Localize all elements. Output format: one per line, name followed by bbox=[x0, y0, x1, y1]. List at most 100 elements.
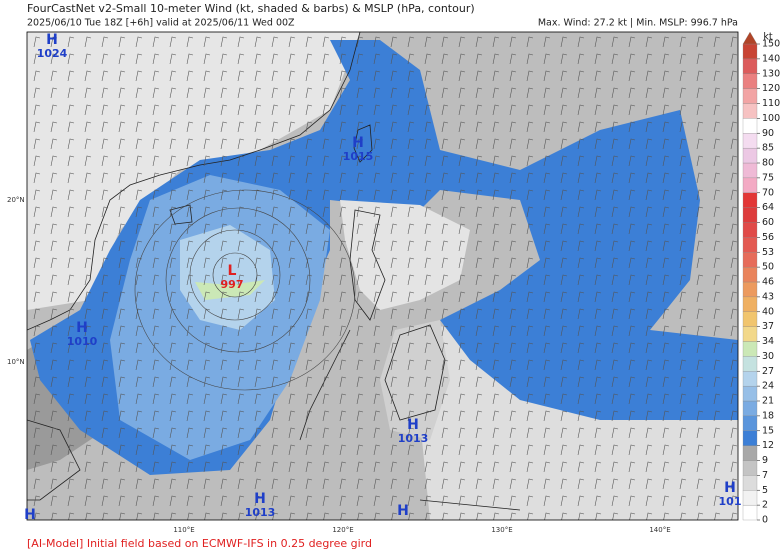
wind-barb bbox=[509, 189, 517, 201]
wind-barb bbox=[169, 104, 177, 116]
system-type: H bbox=[352, 135, 364, 151]
wind-barb bbox=[152, 240, 160, 252]
wind-barb bbox=[356, 376, 364, 388]
color-swatch bbox=[742, 400, 758, 417]
wind-barb bbox=[288, 376, 296, 388]
wind-barb bbox=[390, 70, 398, 82]
wind-barb bbox=[679, 53, 687, 65]
wind-barb bbox=[645, 104, 653, 116]
wind-barb bbox=[305, 70, 313, 82]
wind-barb bbox=[560, 359, 568, 371]
wind-barb bbox=[305, 325, 313, 337]
wind-barb bbox=[203, 427, 211, 439]
wind-barb bbox=[611, 427, 619, 439]
wind-barb bbox=[356, 478, 364, 490]
land-shade bbox=[340, 200, 470, 310]
wind-barb bbox=[203, 410, 211, 422]
wind-barb bbox=[84, 461, 92, 473]
wind-barb bbox=[458, 138, 466, 150]
wind-barb bbox=[254, 376, 262, 388]
wind-barb bbox=[662, 36, 670, 48]
wind-barb bbox=[118, 495, 126, 507]
wind-barb bbox=[339, 461, 347, 473]
color-swatch bbox=[742, 88, 758, 104]
wind-barb bbox=[118, 223, 126, 235]
wind-barb bbox=[407, 393, 415, 405]
wind-barb bbox=[407, 410, 415, 422]
wind-barb bbox=[492, 189, 500, 201]
wind-barb bbox=[594, 36, 602, 48]
wind-barb bbox=[645, 478, 653, 490]
wind-barb bbox=[220, 257, 228, 269]
wind-barb bbox=[169, 206, 177, 218]
wind-barb bbox=[730, 121, 738, 133]
wind-barb bbox=[237, 461, 245, 473]
system-type: H bbox=[397, 503, 409, 519]
wind-barb bbox=[543, 155, 551, 167]
wind-barb bbox=[67, 223, 75, 235]
wind-barb bbox=[356, 444, 364, 456]
wind-barb bbox=[730, 138, 738, 150]
wind-barb bbox=[220, 53, 228, 65]
wind-barb bbox=[101, 223, 109, 235]
wind-barb bbox=[441, 138, 449, 150]
wind-barb bbox=[424, 53, 432, 65]
wind-barb bbox=[237, 427, 245, 439]
wind-barb bbox=[220, 121, 228, 133]
wind-barb bbox=[526, 240, 534, 252]
colorbar-tick-label: 46 bbox=[762, 277, 774, 288]
wind-barb bbox=[628, 240, 636, 252]
wind-barb bbox=[441, 342, 449, 354]
wind-barb bbox=[696, 444, 704, 456]
system-type: H bbox=[724, 480, 736, 496]
wind-barb bbox=[305, 410, 313, 422]
wind-barb bbox=[101, 410, 109, 422]
wind-barb bbox=[169, 410, 177, 422]
wind-barb bbox=[509, 478, 517, 490]
wind-barb bbox=[84, 223, 92, 235]
colorbar-tick-label: 120 bbox=[762, 83, 780, 94]
wind-barb bbox=[305, 257, 313, 269]
wind-barb bbox=[135, 427, 143, 439]
wind-barb bbox=[492, 444, 500, 456]
wind-barb bbox=[390, 325, 398, 337]
wind-barb bbox=[84, 274, 92, 286]
wind-barb bbox=[730, 325, 738, 337]
wind-barb bbox=[390, 427, 398, 439]
wind-barb bbox=[101, 376, 109, 388]
color-swatch bbox=[742, 252, 758, 268]
wind-barb bbox=[118, 138, 126, 150]
wind-barb bbox=[67, 444, 75, 456]
wind-barb bbox=[713, 478, 721, 490]
system-pressure: 1013 bbox=[245, 506, 276, 519]
wind-barb bbox=[611, 291, 619, 303]
wind-barb bbox=[441, 427, 449, 439]
wind-barb bbox=[611, 70, 619, 82]
wind-barb bbox=[118, 206, 126, 218]
wind-barb bbox=[509, 87, 517, 99]
wind-barb bbox=[237, 155, 245, 167]
wind-barb bbox=[458, 308, 466, 320]
wind-barb bbox=[526, 53, 534, 65]
wind-barb bbox=[169, 121, 177, 133]
wind-barb bbox=[373, 291, 381, 303]
wind-barb bbox=[169, 257, 177, 269]
wind-barb bbox=[135, 257, 143, 269]
wind-barb bbox=[118, 478, 126, 490]
wind-barb bbox=[390, 376, 398, 388]
wind-barb bbox=[458, 36, 466, 48]
wind-barb bbox=[50, 444, 58, 456]
lon-label: 140°E bbox=[649, 526, 670, 534]
wind-barb bbox=[424, 138, 432, 150]
wind-barb bbox=[424, 325, 432, 337]
wind-barb bbox=[662, 87, 670, 99]
wind-barb bbox=[220, 138, 228, 150]
wind-barb bbox=[441, 478, 449, 490]
wind-barb bbox=[67, 410, 75, 422]
wind-barb bbox=[67, 376, 75, 388]
wind-barb bbox=[322, 257, 330, 269]
wind-barb bbox=[594, 393, 602, 405]
color-swatch bbox=[742, 103, 758, 119]
wind-barb bbox=[305, 53, 313, 65]
wind-barb bbox=[203, 206, 211, 218]
